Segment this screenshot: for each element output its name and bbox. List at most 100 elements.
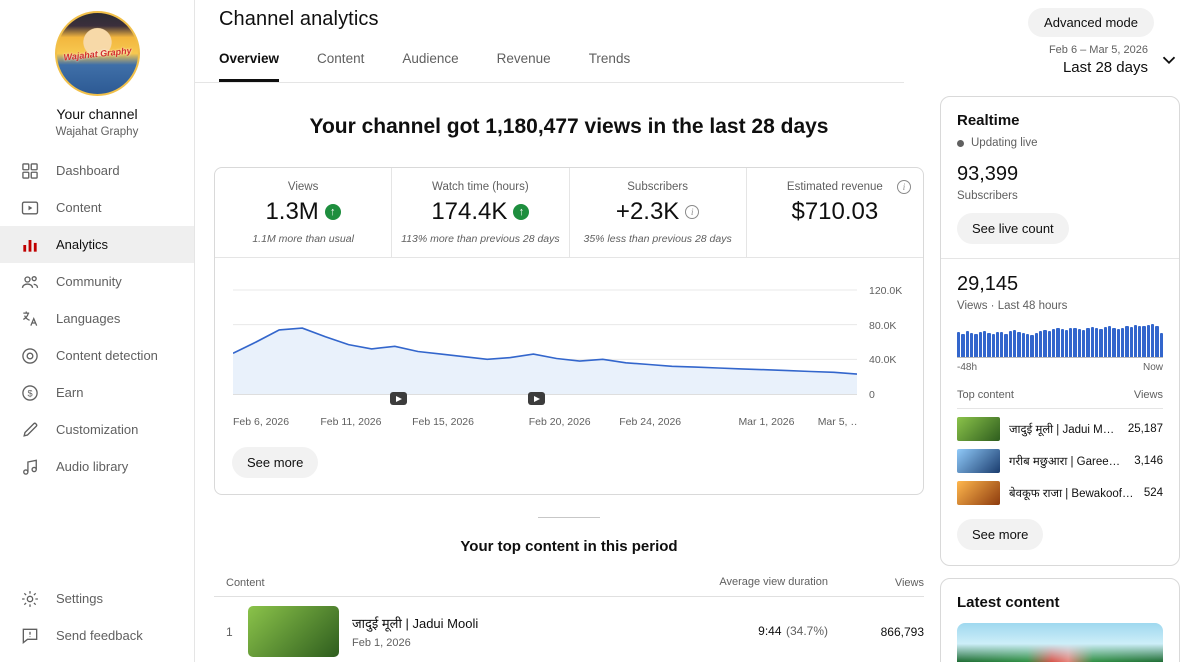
- realtime-bar: [1146, 324, 1151, 357]
- video-thumbnail: [957, 417, 1000, 441]
- x-axis-tick: Mar 5, …: [817, 416, 857, 428]
- x-axis-labels: Feb 6, 2026 Feb 11, 2026 Feb 15, 2026 Feb 2…: [233, 416, 857, 431]
- sidebar-item-send-feedback[interactable]: Send feedback: [0, 617, 194, 654]
- sidebar-item-content[interactable]: Content: [0, 189, 194, 226]
- sidebar: Wajahat Graphy Your channel Wajahat Grap…: [0, 0, 195, 662]
- sidebar-item-audio-library[interactable]: Audio library: [0, 448, 194, 485]
- sidebar-item-customization[interactable]: Customization: [0, 411, 194, 448]
- row-views: 866,793: [880, 624, 924, 639]
- axis-label-start: -48h: [957, 362, 978, 373]
- latest-video-thumbnail[interactable]: [957, 623, 1163, 662]
- sidebar-item-label: Content detection: [56, 348, 158, 363]
- tab-audience[interactable]: Audience: [402, 51, 459, 66]
- see-live-count-button[interactable]: See live count: [957, 213, 1069, 244]
- info-icon: [685, 205, 700, 219]
- realtime-bar: [1021, 332, 1025, 357]
- advanced-mode-button[interactable]: Advanced mode: [1028, 8, 1154, 37]
- metric-note: 1.1M more than usual: [252, 233, 354, 245]
- top-content-title: Your top content in this period: [460, 538, 678, 555]
- axis-label-now: Now: [1142, 362, 1163, 373]
- metric-note: 113% more than previous 28 days: [401, 233, 560, 245]
- realtime-bar: [1000, 332, 1004, 357]
- realtime-content-row[interactable]: जादुई मूली | Jadui Mooli 25,187: [957, 417, 1163, 441]
- video-publish-marker[interactable]: [389, 392, 407, 405]
- right-rail: Realtime Updating live 93,399 Subscriber…: [940, 83, 1180, 662]
- metric-watch-time[interactable]: Watch time (hours) 174.4K 113% more than…: [391, 168, 568, 257]
- realtime-bar: [982, 330, 987, 357]
- video-views: 3,146: [1134, 455, 1163, 467]
- video-views: 524: [1143, 487, 1163, 499]
- realtime-bar: [961, 333, 965, 357]
- realtime-see-more-button[interactable]: See more: [957, 519, 1044, 550]
- metric-value: +2.3K: [615, 198, 680, 225]
- sidebar-item-label: Earn: [56, 385, 84, 400]
- chart-markers: [233, 392, 857, 415]
- tab-content[interactable]: Content: [317, 51, 365, 66]
- realtime-bar: [965, 331, 969, 357]
- community-icon: [20, 272, 40, 292]
- table-row[interactable]: 1 जादुई मूली | Jadui Mooli Feb 1, 2026 9…: [214, 597, 924, 658]
- latest-content-title: Latest content: [957, 594, 1060, 611]
- metric-subscribers[interactable]: Subscribers +2.3K 35% less than previous…: [568, 168, 746, 257]
- metric-value: 174.4K: [431, 198, 508, 225]
- realtime-card: Realtime Updating live 93,399 Subscriber…: [940, 96, 1180, 566]
- sidebar-item-content-detection[interactable]: Content detection: [0, 337, 194, 374]
- realtime-bar: [1159, 332, 1163, 357]
- sidebar-footer: Settings Send feedback: [0, 580, 194, 662]
- settings-icon: [20, 589, 40, 609]
- views-chart-zone: Feb 6, 2026 Feb 11, 2026 Feb 15, 2026 Feb 2…: [215, 258, 923, 431]
- sidebar-item-languages[interactable]: Languages: [0, 300, 194, 337]
- x-axis-tick: Feb 15, 2026: [412, 416, 474, 428]
- tabs-and-date-row: Overview Content Audience Revenue Trends…: [195, 37, 1200, 83]
- metric-label: Watch time (hours): [432, 181, 529, 193]
- realtime-bar: [1034, 333, 1038, 357]
- table-header: Content Average view duration Views: [214, 575, 924, 598]
- realtime-bar: [1151, 324, 1155, 357]
- avg-view-duration-pct: (34.7%): [785, 624, 828, 639]
- see-more-button[interactable]: See more: [232, 447, 319, 478]
- sidebar-item-label: Content: [56, 200, 102, 215]
- realtime-bar: [1116, 328, 1120, 357]
- channel-header: Wajahat Graphy Your channel Wajahat Grap…: [0, 0, 194, 138]
- svg-text:$: $: [27, 388, 32, 398]
- realtime-bar: [995, 331, 1000, 357]
- views-headline: Your channel got 1,180,477 views in the …: [309, 115, 829, 138]
- realtime-bar: [1030, 334, 1034, 357]
- content-detection-icon: [20, 346, 40, 366]
- sidebar-item-earn[interactable]: $ Earn: [0, 374, 194, 411]
- tab-trends[interactable]: Trends: [588, 51, 631, 66]
- channel-avatar[interactable]: Wajahat Graphy: [54, 11, 140, 96]
- realtime-bar: [1082, 329, 1086, 357]
- analytics-icon: [20, 235, 40, 255]
- tab-revenue[interactable]: Revenue: [496, 51, 551, 66]
- realtime-bar: [1120, 327, 1125, 357]
- y-axis-tick: 40.0K: [869, 354, 897, 367]
- video-title: गरीब मछुआरा | Gareeb Ma...: [1009, 455, 1126, 468]
- realtime-bar: [1086, 328, 1090, 357]
- metric-estimated-revenue[interactable]: Estimated revenue $710.03: [745, 168, 923, 257]
- realtime-content-row[interactable]: बेवकूफ राजा | Bewakoof Raja 524: [957, 481, 1163, 505]
- metric-views[interactable]: Views 1.3M 1.1M more than usual: [215, 168, 391, 257]
- realtime-subscriber-count: 93,399: [957, 163, 1019, 185]
- x-axis-tick: Mar 1, 2026: [738, 416, 795, 428]
- realtime-subscribers-label: Subscribers: [957, 190, 1018, 202]
- video-publish-marker[interactable]: [527, 392, 545, 405]
- realtime-content-row[interactable]: गरीब मछुआरा | Gareeb Ma... 3,146: [957, 449, 1163, 473]
- tab-overview[interactable]: Overview: [219, 51, 280, 82]
- date-range-text: Feb 6 – Mar 5, 2026: [1048, 44, 1148, 56]
- x-axis-tick: Feb 11, 2026: [320, 416, 382, 428]
- video-date: Feb 1, 2026: [352, 637, 411, 650]
- sidebar-item-dashboard[interactable]: Dashboard: [0, 152, 194, 189]
- realtime-bar: [1142, 325, 1146, 357]
- sidebar-item-community[interactable]: Community: [0, 263, 194, 300]
- live-indicator-dot: [957, 139, 964, 147]
- date-range-picker[interactable]: Feb 6 – Mar 5, 2026 Last 28 days: [904, 37, 1200, 83]
- key-metrics-card: Views 1.3M 1.1M more than usual Watch ti…: [214, 167, 924, 495]
- sidebar-item-settings[interactable]: Settings: [0, 580, 194, 617]
- x-axis-tick: Feb 20, 2026: [528, 416, 591, 428]
- sidebar-item-analytics[interactable]: Analytics: [0, 226, 194, 263]
- realtime-bar: [957, 332, 961, 357]
- metric-label: Subscribers: [627, 181, 688, 193]
- realtime-top-content-header: Top content Views: [957, 389, 1163, 409]
- realtime-bar: [1004, 333, 1008, 357]
